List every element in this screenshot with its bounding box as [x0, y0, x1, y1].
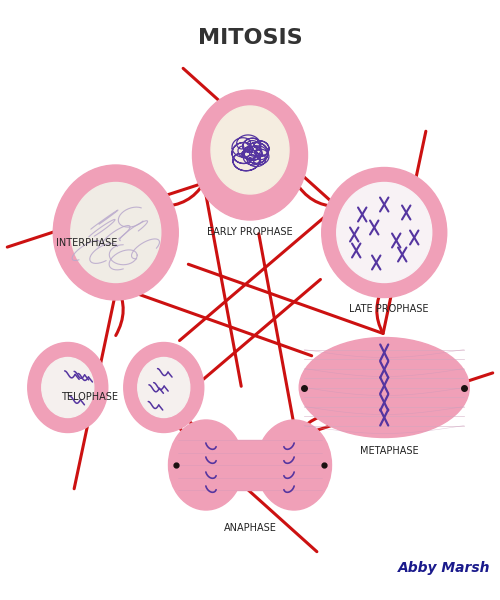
FancyArrowPatch shape [188, 131, 426, 334]
FancyArrowPatch shape [163, 280, 320, 551]
Ellipse shape [256, 420, 332, 510]
Ellipse shape [192, 90, 308, 220]
Text: EARLY PROPHASE: EARLY PROPHASE [207, 227, 293, 237]
FancyArrowPatch shape [259, 234, 492, 437]
Ellipse shape [322, 167, 446, 298]
Ellipse shape [124, 343, 204, 433]
Ellipse shape [336, 182, 432, 283]
Ellipse shape [71, 182, 161, 283]
Text: INTERPHASE: INTERPHASE [56, 238, 117, 247]
Ellipse shape [299, 337, 469, 437]
Polygon shape [206, 440, 294, 490]
FancyArrowPatch shape [8, 183, 241, 386]
Ellipse shape [211, 106, 289, 194]
Text: METAPHASE: METAPHASE [360, 445, 418, 455]
Ellipse shape [138, 358, 190, 418]
Ellipse shape [42, 358, 94, 418]
Ellipse shape [54, 165, 178, 300]
Text: TELOPHASE: TELOPHASE [61, 392, 118, 403]
Text: ANAPHASE: ANAPHASE [224, 523, 276, 533]
Text: Abby Marsh: Abby Marsh [398, 561, 490, 575]
Ellipse shape [28, 343, 108, 433]
Text: LATE PROPHASE: LATE PROPHASE [350, 304, 429, 314]
FancyArrowPatch shape [180, 68, 337, 341]
Ellipse shape [168, 420, 244, 510]
Text: MITOSIS: MITOSIS [198, 28, 302, 48]
FancyArrowPatch shape [74, 287, 312, 489]
